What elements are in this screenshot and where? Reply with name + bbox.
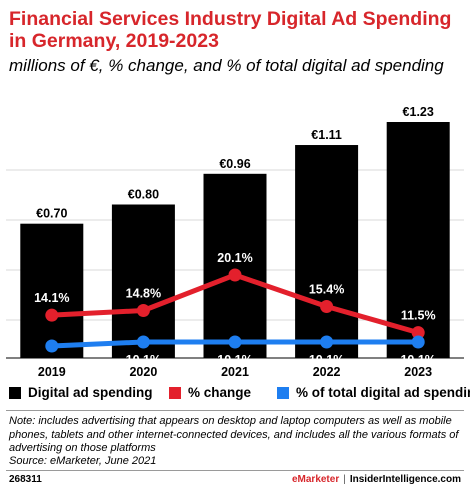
legend-label-change: % change bbox=[188, 385, 252, 400]
bar-2022 bbox=[295, 145, 359, 358]
pct-change-point-2023 bbox=[411, 326, 425, 340]
pct-share-point-2019 bbox=[45, 339, 59, 353]
bar-label-2019: €0.70 bbox=[36, 207, 67, 221]
pct-share-label-2021: 10.1% bbox=[217, 353, 252, 367]
chart-id: 268311 bbox=[9, 474, 42, 485]
pct-share-label-2020: 10.1% bbox=[126, 353, 161, 367]
divider-bottom bbox=[6, 470, 464, 471]
pct-change-point-2020 bbox=[136, 303, 150, 317]
bar-label-2022: €1.11 bbox=[311, 128, 342, 142]
legend-swatch-share bbox=[277, 386, 289, 399]
pct-change-point-2019 bbox=[45, 308, 59, 322]
chart-title: Financial Services Industry Digital Ad S… bbox=[9, 8, 452, 52]
pct-change-label-2022: 15.4% bbox=[309, 282, 344, 296]
pct-share-point-2020 bbox=[136, 335, 150, 349]
pct-share-label-2023: 10.1% bbox=[400, 353, 435, 367]
bar-label-2021: €0.96 bbox=[219, 157, 250, 171]
bar-label-2020: €0.80 bbox=[128, 188, 159, 202]
brand-separator: | bbox=[343, 474, 346, 485]
legend-swatch-spending bbox=[9, 386, 21, 399]
bar-label-2023: €1.23 bbox=[403, 105, 434, 119]
chart-note: Note: includes advertising that appears … bbox=[9, 415, 459, 454]
x-tick-label-2019: 2019 bbox=[38, 365, 66, 379]
bar-2019 bbox=[20, 223, 84, 358]
bar-2020 bbox=[111, 204, 175, 358]
pct-share-point-2022 bbox=[320, 335, 334, 349]
x-tick-label-2020: 2020 bbox=[129, 365, 157, 379]
pct-share-point-2021 bbox=[228, 335, 242, 349]
legend-swatch-change bbox=[169, 386, 181, 399]
x-tick-label-2021: 2021 bbox=[221, 365, 249, 379]
legend: Digital ad spending % change % of total … bbox=[9, 385, 470, 405]
x-tick-label-2022: 2022 bbox=[313, 365, 341, 379]
pct-change-label-2020: 14.8% bbox=[126, 286, 161, 300]
footer-brand: eMarketer | InsiderIntelligence.com bbox=[292, 474, 461, 485]
brand-insider: InsiderIntelligence.com bbox=[349, 474, 461, 485]
divider-top bbox=[6, 410, 464, 411]
chart-source: Source: eMarketer, June 2021 bbox=[9, 455, 157, 467]
chart-subtitle: millions of €, % change, and % of total … bbox=[9, 56, 444, 75]
bar-2021 bbox=[203, 173, 267, 358]
pct-change-label-2023: 11.5% bbox=[401, 309, 436, 323]
pct-change-point-2021 bbox=[228, 268, 242, 282]
legend-item-change: % change bbox=[169, 385, 251, 400]
pct-share-point-2023 bbox=[411, 335, 425, 349]
brand-emarketer: eMarketer bbox=[291, 474, 340, 485]
bar-2023 bbox=[386, 122, 450, 358]
pct-change-point-2022 bbox=[320, 299, 334, 313]
combo-chart: €0.70 €0.80 €0.96 €1.11 €1.23 14.1% 14.8% 20.1%… bbox=[6, 105, 464, 379]
pct-share-label-2022: 10.1% bbox=[309, 353, 344, 367]
legend-item-share: % of total digital ad spending bbox=[277, 385, 470, 400]
legend-label-spending: Digital ad spending bbox=[28, 385, 153, 400]
pct-share-label-2019: 9.5% bbox=[38, 357, 67, 371]
pct-change-label-2019: 14.1% bbox=[34, 291, 69, 305]
legend-label-share: % of total digital ad spending bbox=[296, 385, 470, 400]
pct-change-label-2021: 20.1% bbox=[217, 251, 252, 265]
legend-item-spending: Digital ad spending bbox=[9, 385, 153, 400]
x-tick-label-2023: 2023 bbox=[404, 365, 432, 379]
